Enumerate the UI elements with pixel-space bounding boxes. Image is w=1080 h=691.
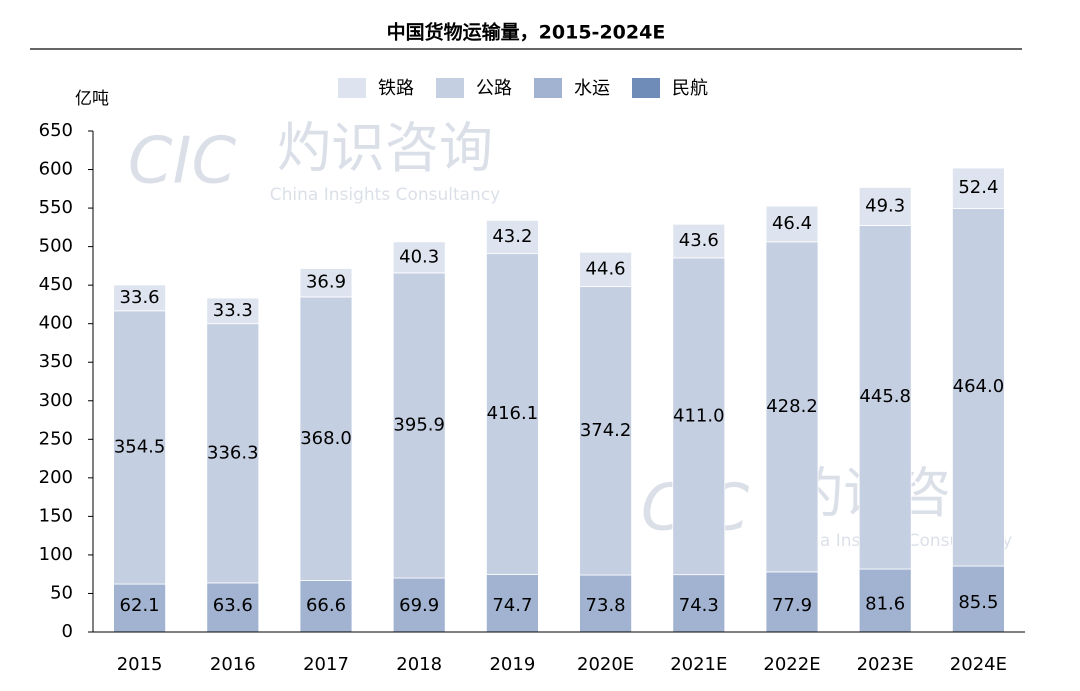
legend-label: 水运 bbox=[574, 78, 610, 99]
y-tick-label: 500 bbox=[39, 236, 73, 257]
legend-swatch bbox=[632, 78, 660, 98]
y-tick-label: 550 bbox=[39, 197, 73, 218]
y-tick-label: 200 bbox=[39, 467, 73, 488]
legend-label: 公路 bbox=[476, 78, 512, 99]
x-tick-label: 2022E bbox=[763, 654, 820, 675]
watermark-name: 灼识咨询 bbox=[277, 117, 493, 180]
x-tick-label: 2023E bbox=[857, 654, 914, 675]
y-unit: 亿吨 bbox=[75, 89, 109, 109]
data-label: 74.3 bbox=[679, 595, 719, 616]
data-label: 43.2 bbox=[492, 226, 532, 247]
data-label: 411.0 bbox=[673, 405, 725, 426]
data-label: 77.9 bbox=[772, 595, 812, 616]
data-label: 52.4 bbox=[958, 177, 998, 198]
data-label: 33.3 bbox=[213, 300, 253, 321]
data-label: 43.6 bbox=[679, 230, 719, 251]
x-tick-label: 2017 bbox=[303, 654, 349, 675]
x-tick-label: 2020E bbox=[577, 654, 634, 675]
data-label: 81.6 bbox=[865, 593, 905, 614]
data-label: 416.1 bbox=[487, 403, 539, 424]
data-label: 354.5 bbox=[114, 436, 166, 457]
y-tick-label: 650 bbox=[39, 120, 73, 141]
data-label: 368.0 bbox=[300, 428, 352, 449]
y-tick-label: 600 bbox=[39, 159, 73, 180]
x-tick-label: 2021E bbox=[670, 654, 727, 675]
data-label: 336.3 bbox=[207, 442, 259, 463]
x-tick-label: 2018 bbox=[396, 654, 442, 675]
x-tick-label: 2019 bbox=[489, 654, 535, 675]
y-tick-label: 50 bbox=[50, 582, 73, 603]
data-label: 36.9 bbox=[306, 272, 346, 293]
data-label: 374.2 bbox=[580, 420, 632, 441]
data-label: 49.3 bbox=[865, 195, 905, 216]
data-label: 63.6 bbox=[213, 595, 253, 616]
data-label: 73.8 bbox=[586, 595, 626, 616]
y-tick-label: 0 bbox=[62, 621, 73, 642]
legend-swatch bbox=[534, 78, 562, 98]
y-tick-label: 400 bbox=[39, 313, 73, 334]
legend-label: 铁路 bbox=[378, 78, 414, 99]
chart-title: 中国货物运输量，2015-2024E bbox=[387, 21, 666, 44]
data-label: 62.1 bbox=[120, 595, 160, 616]
data-label: 395.9 bbox=[393, 414, 445, 435]
data-label: 40.3 bbox=[399, 246, 439, 267]
y-tick-label: 300 bbox=[39, 390, 73, 411]
data-label: 428.2 bbox=[766, 396, 818, 417]
y-tick-label: 100 bbox=[39, 544, 73, 565]
y-tick-label: 250 bbox=[39, 428, 73, 449]
y-tick-label: 350 bbox=[39, 351, 73, 372]
x-tick-label: 2024E bbox=[950, 654, 1007, 675]
data-label: 74.7 bbox=[492, 595, 532, 616]
data-label: 445.8 bbox=[859, 386, 911, 407]
legend-label: 民航 bbox=[672, 78, 708, 99]
watermark-english: China Insights Consultancy bbox=[270, 185, 501, 205]
data-label: 69.9 bbox=[399, 595, 439, 616]
data-label: 464.0 bbox=[953, 376, 1005, 397]
legend-swatch bbox=[436, 78, 464, 98]
data-label: 66.6 bbox=[306, 595, 346, 616]
x-tick-label: 2016 bbox=[210, 654, 256, 675]
x-tick-label: 2015 bbox=[117, 654, 163, 675]
data-label: 44.6 bbox=[586, 258, 626, 279]
watermark-logo: CIC bbox=[128, 125, 237, 199]
legend-swatch bbox=[338, 78, 366, 98]
y-tick-label: 150 bbox=[39, 505, 73, 526]
data-label: 85.5 bbox=[958, 592, 998, 613]
y-tick-label: 450 bbox=[39, 274, 73, 295]
data-label: 46.4 bbox=[772, 213, 812, 234]
data-label: 33.6 bbox=[120, 287, 160, 308]
